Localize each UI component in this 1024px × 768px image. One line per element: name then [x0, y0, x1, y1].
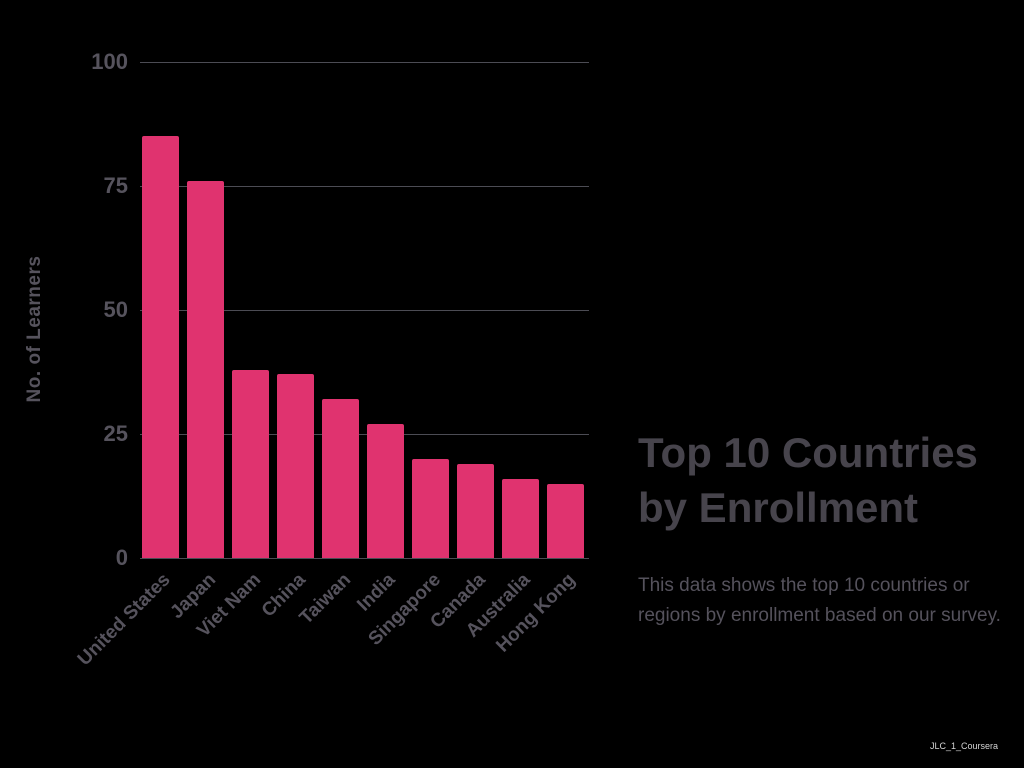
- bar-japan: [187, 181, 224, 558]
- bar-china: [277, 374, 314, 558]
- bar-hong-kong: [547, 483, 584, 558]
- bar-australia: [502, 478, 539, 558]
- gridline-50: [140, 310, 589, 311]
- watermark-label: JLC_1_Coursera: [929, 741, 998, 751]
- bar-united-states: [142, 136, 179, 558]
- bar-taiwan: [322, 399, 359, 558]
- y-tick-label-100: 100: [91, 49, 128, 74]
- gridline-25: [140, 434, 589, 435]
- y-tick-label-75: 75: [103, 173, 128, 198]
- info-panel: Top 10 Countries by Enrollment This data…: [638, 425, 1008, 631]
- chart-description-line-1: This data shows the top 10 countries or: [638, 575, 970, 596]
- chart-title-line-2: by Enrollment: [638, 484, 919, 531]
- bar-chart-plot-area: [140, 62, 589, 559]
- y-tick-label-25: 25: [103, 421, 128, 446]
- chart-description: This data shows the top 10 countries or …: [638, 571, 1008, 631]
- gridline-0: [140, 558, 589, 559]
- bar-canada: [457, 463, 494, 558]
- gridline-75: [140, 186, 589, 187]
- chart-title: Top 10 Countries by Enrollment: [638, 425, 1008, 535]
- y-tick-label-0: 0: [115, 545, 128, 570]
- bar-india: [367, 424, 404, 558]
- bar-viet-nam: [232, 369, 269, 558]
- gridline-100: [140, 62, 589, 63]
- y-axis-title: No. of Learners: [24, 255, 45, 403]
- chart-description-line-2: regions by enrollment based on our surve…: [638, 605, 1001, 626]
- x-tick-label-united-states: United States: [73, 569, 175, 671]
- chart-title-line-1: Top 10 Countries: [638, 429, 978, 476]
- y-tick-label-50: 50: [103, 297, 128, 322]
- bar-singapore: [412, 458, 449, 558]
